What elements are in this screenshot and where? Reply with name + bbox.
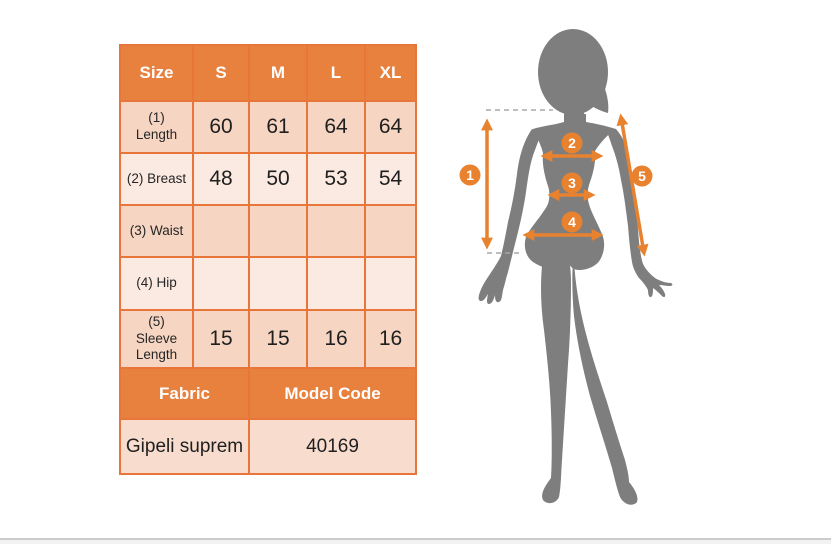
body-measurement-diagram: 1 2 3 4 5 [440,10,710,520]
length-s-value: 60 [194,102,248,152]
model-code-header-cell: Model Code [250,369,415,418]
size-chart-header-row: Size S M L XL [121,46,415,100]
fabric-header-cell: Fabric [121,369,248,418]
waist-l-value [308,206,364,256]
hip-xl-value [366,258,415,309]
size-header-cell: Size [121,46,192,100]
col-header-s: S [194,46,248,100]
model-code-value-cell: 40169 [250,420,415,473]
measurement-arrow-5-sleeve [616,113,649,257]
female-body-silhouette [478,29,673,505]
fabric-value-cell: Gipeli suprem [121,420,248,473]
marker-circle-4: 4 [561,211,583,233]
waist-xl-value [366,206,415,256]
col-header-xl: XL [366,46,415,100]
col-header-l: L [308,46,364,100]
breast-xl-value: 54 [366,154,415,204]
row-label-waist: (3) Waist [121,206,192,256]
row-label-sleeve-length: (5) Sleeve Length [121,311,192,367]
breast-m-value: 50 [250,154,306,204]
row-label-hip: (4) Hip [121,258,192,309]
left-leg-shape [541,250,571,504]
right-leg-shape [572,260,638,505]
sleeve-l-value: 16 [308,311,364,367]
marker-number-5: 5 [638,168,646,184]
marker-number-4: 4 [568,214,576,230]
size-chart-table: Size S M L XL (1) Length 60 61 64 64 (2)… [119,44,417,475]
fabric-modelcode-value-row: Gipeli suprem 40169 [121,420,415,473]
marker-number-1: 1 [466,167,474,183]
page-bottom-bar [0,538,831,544]
sleeve-xl-value: 16 [366,311,415,367]
marker-number-2: 2 [568,135,576,151]
fabric-modelcode-header-row: Fabric Model Code [121,369,415,418]
hair-flick-shape [585,62,609,113]
sleeve-m-value: 15 [250,311,306,367]
waist-m-value [250,206,306,256]
marker-circle-5: 5 [631,165,653,187]
row-breast: (2) Breast 48 50 53 54 [121,154,415,204]
marker-circle-3: 3 [561,172,583,194]
length-xl-value: 64 [366,102,415,152]
sleeve-s-value: 15 [194,311,248,367]
length-m-value: 61 [250,102,306,152]
row-hip: (4) Hip [121,258,415,309]
hip-s-value [194,258,248,309]
marker-number-3: 3 [568,175,576,191]
length-l-value: 64 [308,102,364,152]
right-arm-shape [606,129,673,298]
row-sleeve-length: (5) Sleeve Length 15 15 16 16 [121,311,415,367]
row-length: (1) Length 60 61 64 64 [121,102,415,152]
hip-l-value [308,258,364,309]
row-label-length: (1) Length [121,102,192,152]
row-label-breast: (2) Breast [121,154,192,204]
breast-l-value: 53 [308,154,364,204]
marker-circle-1: 1 [459,164,481,186]
col-header-m: M [250,46,306,100]
marker-circle-2: 2 [561,132,583,154]
waist-s-value [194,206,248,256]
breast-s-value: 48 [194,154,248,204]
hip-m-value [250,258,306,309]
left-arm-shape [478,129,543,304]
row-waist: (3) Waist [121,206,415,256]
